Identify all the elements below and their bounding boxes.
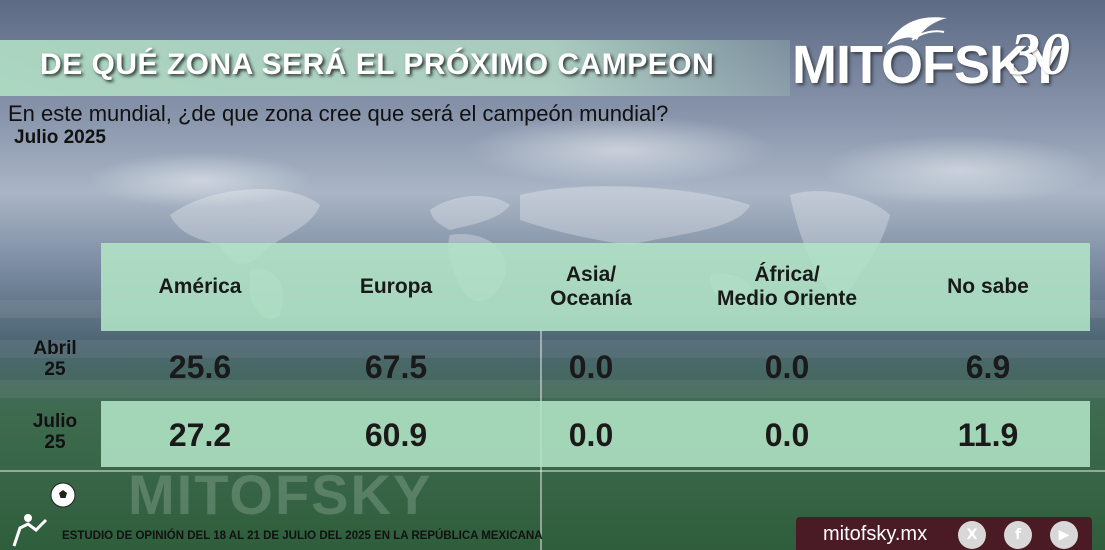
title-band	[0, 40, 790, 96]
table-cell: 0.0	[568, 349, 614, 385]
table-cell: 60.9	[364, 417, 428, 453]
survey-question: En este mundial, ¿de que zona cree que s…	[8, 101, 669, 126]
table-cell: 67.5	[364, 349, 428, 385]
column-header-no-sabe: No sabe	[947, 275, 1029, 298]
logo-bird-icon	[887, 17, 947, 45]
stadium-stripe	[0, 340, 1105, 358]
column-header-asia-oceania: Asia/ Oceanía	[550, 263, 632, 310]
footer-note: ESTUDIO DE OPINIÓN DEL 18 AL 21 DE JULIO…	[62, 530, 543, 542]
player-figure-icon	[12, 514, 48, 547]
table-cell: 27.2	[168, 417, 232, 453]
logo-number: 30	[1010, 21, 1070, 87]
column-header-europa: Europa	[359, 275, 433, 298]
column-header-america: América	[158, 275, 242, 298]
table-header-band	[101, 243, 1090, 331]
page-title: DE QUÉ ZONA SERÁ EL PRÓXIMO CAMPEON	[40, 48, 715, 81]
column-header-africa-medio-oriente: África/ Medio Oriente	[716, 263, 858, 310]
stadium-stripe	[0, 380, 1105, 398]
logo-text: MITOFSKY	[792, 35, 1063, 95]
soccer-ball-icon	[50, 482, 76, 508]
table-cell: 6.9	[965, 349, 1011, 385]
table-cell: 0.0	[764, 349, 810, 385]
table-cell: 25.6	[168, 349, 232, 385]
table-cell: 11.9	[957, 417, 1019, 453]
table-cell: 0.0	[568, 417, 614, 453]
website-link[interactable]: mitofsky.mx	[823, 523, 928, 545]
table-cell: 0.0	[764, 417, 810, 453]
table-row-band	[101, 401, 1090, 467]
row-label-abril: Abril 25	[33, 338, 77, 380]
row-label-julio: Julio 25	[32, 411, 78, 453]
x-icon[interactable]: X	[958, 521, 986, 549]
mitofsky-logo: MITOFSKY 30	[792, 10, 1092, 100]
watermark-text: MITOFSKY	[128, 463, 433, 526]
survey-period: Julio 2025	[14, 127, 106, 148]
footer-bar	[796, 517, 1092, 550]
youtube-icon[interactable]: ▶	[1050, 521, 1078, 549]
facebook-icon[interactable]: f	[1004, 521, 1032, 549]
pitch-line	[0, 470, 1105, 472]
